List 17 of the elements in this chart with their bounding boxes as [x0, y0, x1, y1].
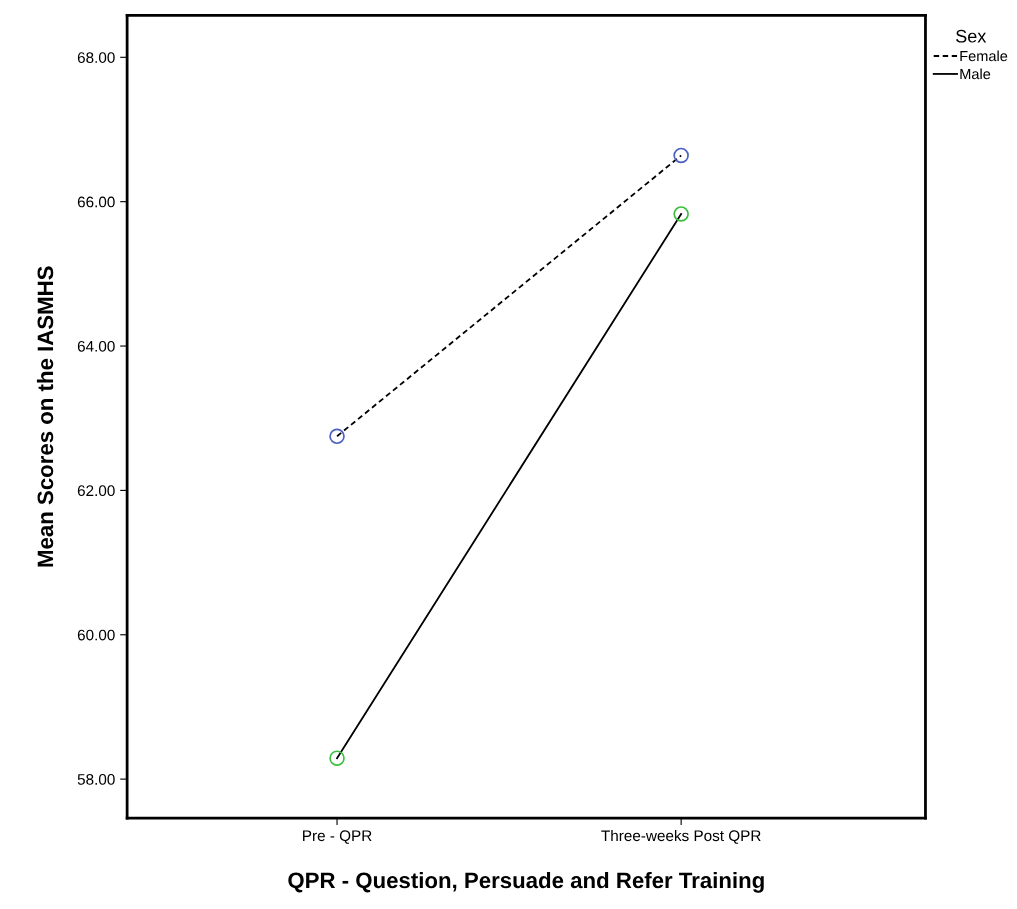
x-tick-label: Pre - QPR [303, 830, 372, 844]
point [329, 428, 345, 445]
point [329, 750, 345, 766]
y-tick-label: 60.00 [77, 629, 115, 641]
x-axis-title: QPR - Question, Persuade and Refer Training [288, 871, 764, 893]
point [673, 147, 689, 164]
y-axis-title: Mean Scores on the IASMHS [36, 266, 54, 567]
legend-title: Sex [956, 29, 987, 43]
point [673, 206, 689, 222]
legend-label: Male [960, 68, 991, 80]
y-tick-label: 62.00 [77, 485, 115, 497]
y-tick-label: 58.00 [77, 773, 115, 785]
x-tick-label: Three-weeks Post QPR [601, 829, 761, 844]
y-tick-label: 68.00 [77, 52, 115, 63]
y-tick-label: 66.00 [77, 196, 115, 208]
legend-label: Female [960, 50, 1008, 62]
y-tick-label: 64.00 [77, 340, 115, 352]
